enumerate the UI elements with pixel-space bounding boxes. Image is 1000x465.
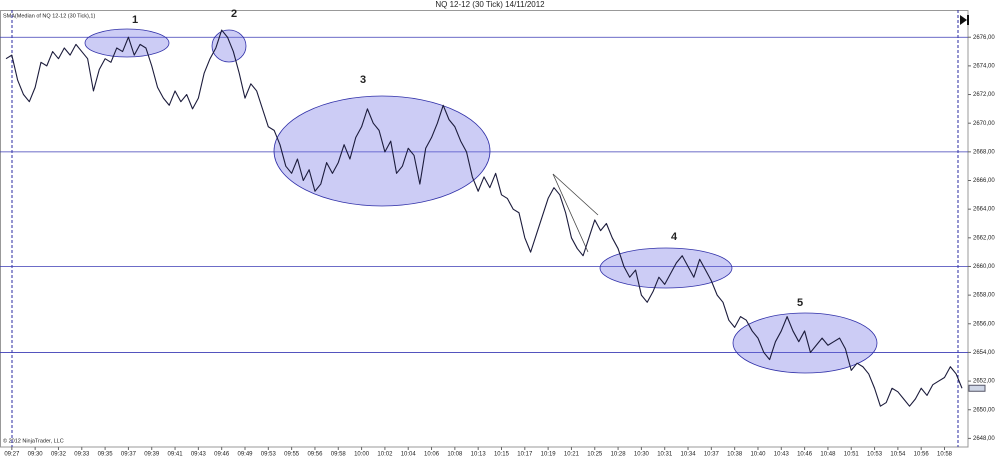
- y-tick-label: 2654,00: [973, 350, 995, 356]
- y-tick-label: 2664,00: [973, 207, 995, 213]
- x-tick-label: 10:08: [447, 452, 463, 458]
- x-tick-label: 10:38: [727, 452, 743, 458]
- x-tick-label: 09:49: [237, 452, 253, 458]
- annotation-label: 1: [132, 14, 138, 26]
- x-tick-label: 10:56: [914, 452, 930, 458]
- x-tick-label: 10:17: [517, 452, 533, 458]
- x-tick-label: 09:30: [28, 452, 44, 458]
- x-tick-label: 10:00: [354, 452, 370, 458]
- y-tick-label: 2666,00: [973, 178, 995, 184]
- y-tick-label: 2662,00: [973, 235, 995, 241]
- indicator-label: SMA(Median of NQ 12-12 (30 Tick),1): [3, 13, 95, 19]
- trend-line: [552, 173, 589, 253]
- x-tick-label: 10:40: [750, 452, 766, 458]
- x-tick-label: 09:37: [121, 452, 137, 458]
- play-icon-bar[interactable]: [967, 15, 969, 25]
- plot-frame: [0, 10, 969, 448]
- y-tick-label: 2670,00: [973, 121, 995, 127]
- chart-title: NQ 12-12 (30 Tick) 14/11/2012: [435, 0, 545, 9]
- play-icon[interactable]: [960, 15, 967, 25]
- x-tick-label: 09:56: [307, 452, 323, 458]
- x-tick-label: 10:02: [377, 452, 393, 458]
- y-tick-label: 2648,00: [973, 436, 995, 442]
- annotation-ellipse: [84, 28, 170, 58]
- y-tick-label: 2672,00: [973, 92, 995, 98]
- x-tick-label: 10:13: [471, 452, 487, 458]
- annotation-ellipse: [273, 95, 491, 207]
- price-line: [5, 29, 963, 407]
- x-tick-label: 10:21: [564, 452, 580, 458]
- last-price-marker: [968, 384, 986, 392]
- x-tick-label: 10:54: [890, 452, 906, 458]
- annotation-label: 5: [797, 297, 803, 309]
- y-tick-label: 2674,00: [973, 63, 995, 69]
- x-tick-label: 10:46: [797, 452, 813, 458]
- x-tick-label: 09:46: [214, 452, 230, 458]
- x-tick-label: 10:51: [844, 452, 860, 458]
- play-button[interactable]: [960, 15, 969, 25]
- annotation-label: 3: [360, 74, 366, 86]
- x-tick-label: 09:39: [144, 452, 160, 458]
- x-tick-label: 10:15: [494, 452, 510, 458]
- y-tick-label: 2676,00: [973, 35, 995, 41]
- y-tick-label: 2652,00: [973, 379, 995, 385]
- x-tick-label: 10:04: [401, 452, 417, 458]
- x-tick-label: 09:53: [261, 452, 277, 458]
- annotation-label: 2: [231, 8, 237, 20]
- x-tick-label: 10:53: [867, 452, 883, 458]
- x-tick-label: 10:34: [681, 452, 697, 458]
- annotation-ellipse: [599, 247, 733, 289]
- trend-line: [552, 173, 599, 216]
- x-tick-label: 09:41: [168, 452, 184, 458]
- x-tick-label: 10:48: [820, 452, 836, 458]
- y-tick-label: 2656,00: [973, 321, 995, 327]
- x-tick-label: 10:30: [634, 452, 650, 458]
- y-tick-label: 2658,00: [973, 293, 995, 299]
- annotation-ellipse: [732, 312, 878, 374]
- x-tick-label: 09:33: [74, 452, 90, 458]
- x-tick-label: 10:37: [704, 452, 720, 458]
- x-tick-label: 09:35: [98, 452, 114, 458]
- y-tick-label: 2660,00: [973, 264, 995, 270]
- x-tick-label: 09:43: [191, 452, 207, 458]
- copyright: © 2012 NinjaTrader, LLC: [3, 437, 64, 444]
- x-tick-label: 10:31: [657, 452, 673, 458]
- x-tick-label: 10:06: [424, 452, 440, 458]
- annotation-ellipse: [211, 29, 247, 63]
- x-tick-label: 09:55: [284, 452, 300, 458]
- x-tick-label: 10:28: [611, 452, 627, 458]
- x-tick-label: 10:19: [541, 452, 557, 458]
- x-tick-label: 09:32: [51, 452, 67, 458]
- x-tick-label: 10:25: [587, 452, 603, 458]
- annotation-label: 4: [671, 231, 678, 243]
- x-tick-label: 09:27: [4, 452, 20, 458]
- x-tick-label: 09:58: [331, 452, 347, 458]
- y-tick-label: 2650,00: [973, 407, 995, 413]
- x-tick-label: 10:58: [937, 452, 953, 458]
- x-tick-label: 10:43: [774, 452, 790, 458]
- y-tick-label: 2668,00: [973, 149, 995, 155]
